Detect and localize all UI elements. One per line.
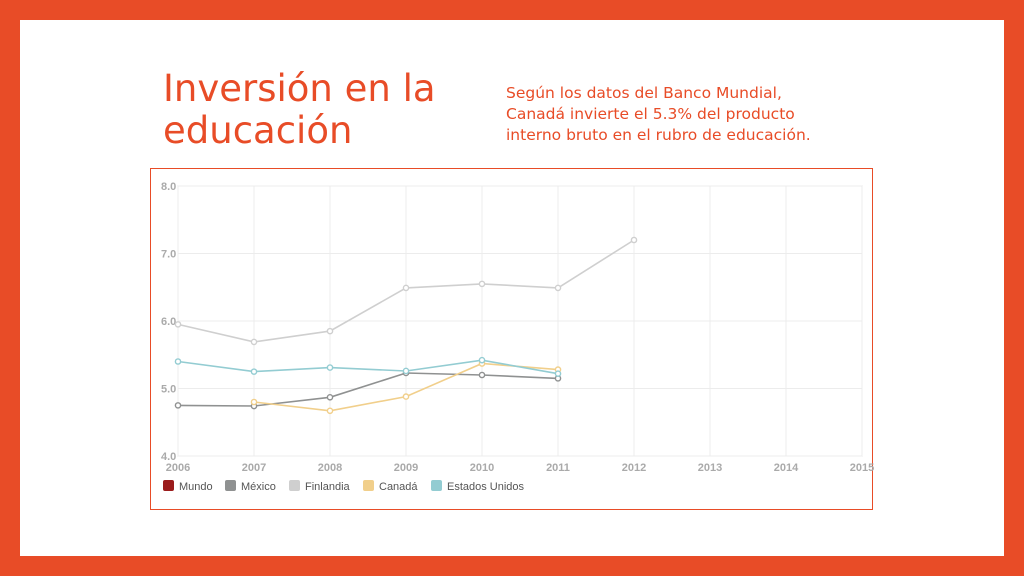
x-tick-label: 2011	[546, 462, 570, 474]
data-point	[402, 284, 410, 292]
data-point	[326, 407, 334, 415]
x-tick-label: 2013	[698, 462, 722, 474]
data-point	[174, 321, 182, 328]
legend-swatch	[163, 480, 174, 491]
slide: Inversión en la educación Según los dato…	[20, 20, 1004, 556]
legend-swatch	[431, 480, 442, 491]
data-point	[402, 367, 410, 375]
x-tick-label: 2012	[622, 462, 646, 474]
data-point	[402, 393, 410, 400]
x-tick-label: 2015	[850, 462, 874, 474]
slide-title: Inversión en la educación	[163, 67, 436, 152]
y-tick-label: 5.0	[161, 384, 176, 396]
y-tick-labels: 4.0 5.0 6.0 7.0 8.0	[161, 181, 176, 463]
x-tick-label: 2009	[394, 462, 418, 474]
legend-swatch	[225, 480, 236, 491]
x-tick-label: 2008	[318, 462, 342, 474]
legend-swatch	[363, 480, 374, 491]
data-point	[326, 327, 334, 335]
legend: Mundo México Finlandia Canadá Estados Unidos	[163, 480, 525, 493]
series-lines	[174, 236, 638, 415]
x-tick-label: 2007	[242, 462, 266, 474]
data-point	[478, 371, 486, 379]
data-point	[554, 370, 562, 377]
y-tick-label: 4.0	[161, 451, 176, 463]
x-tick-label: 2014	[774, 462, 799, 474]
y-tick-label: 6.0	[161, 316, 176, 328]
legend-label: Finlandia	[305, 481, 351, 493]
data-point	[326, 393, 334, 401]
data-point	[174, 358, 182, 365]
x-tick-labels: 2006 2007 2008 2009 2010 2011 2012 2013 2014 2015	[166, 462, 874, 474]
data-point	[326, 364, 334, 371]
line-chart: 4.0 5.0 6.0 7.0 8.0 2006 2007 2008 2009 2010 2011…	[161, 181, 874, 493]
data-point	[478, 356, 486, 364]
legend-label: México	[241, 481, 276, 493]
series-line	[177, 359, 559, 375]
data-point	[250, 338, 258, 346]
x-tick-label: 2006	[166, 462, 190, 474]
data-point	[554, 284, 562, 292]
legend-swatch	[289, 480, 300, 491]
data-point	[250, 398, 258, 406]
y-tick-label: 8.0	[161, 181, 176, 193]
x-tick-label: 2010	[470, 462, 494, 474]
legend-label: Canadá	[379, 481, 418, 493]
slide-note: Según los datos del Banco Mundial, Canad…	[506, 84, 811, 144]
legend-label: Mundo	[179, 481, 213, 493]
legend-label: Estados Unidos	[447, 481, 525, 493]
gridlines	[177, 185, 863, 457]
data-point	[174, 402, 182, 409]
chart-frame: 4.0 5.0 6.0 7.0 8.0 2006 2007 2008 2009 2010 2011…	[150, 168, 874, 510]
y-tick-label: 7.0	[161, 249, 176, 261]
data-point	[478, 280, 486, 288]
series-line	[177, 372, 559, 407]
data-point	[250, 368, 258, 375]
data-point	[630, 236, 638, 244]
